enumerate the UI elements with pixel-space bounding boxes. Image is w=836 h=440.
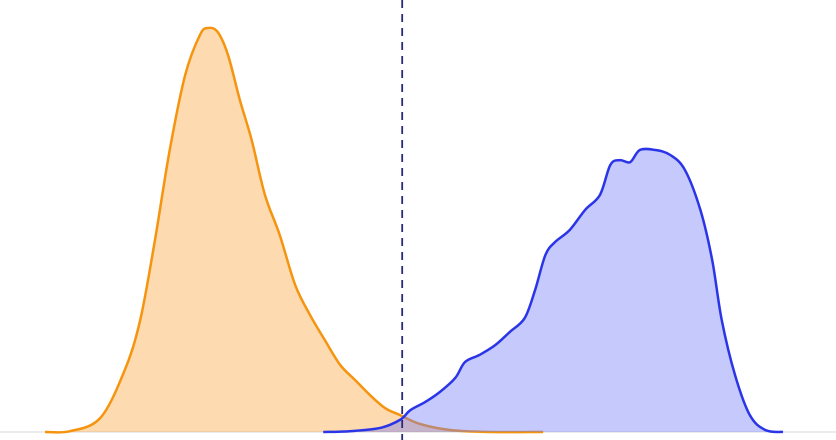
density-line	[44, 26, 544, 434]
density-line	[323, 147, 784, 434]
area-fill	[45, 27, 544, 433]
area-fill	[323, 148, 783, 433]
